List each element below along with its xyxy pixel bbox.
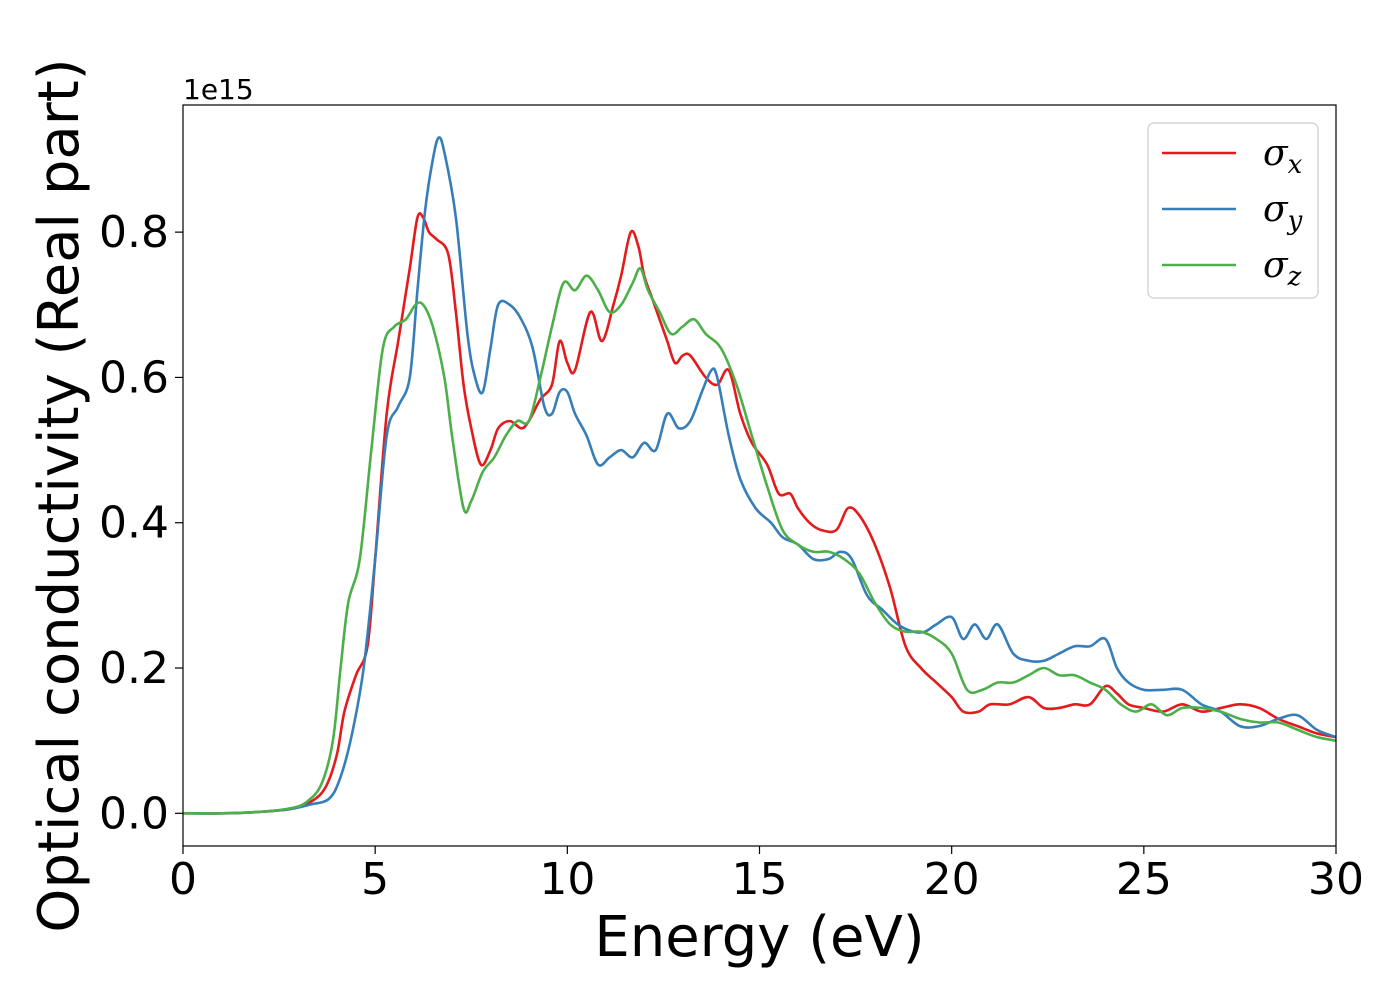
legend: σx σy σz bbox=[1147, 122, 1319, 299]
y-tick-label: 0.6 bbox=[99, 352, 169, 403]
y-axis-ticks: 0.0 0.2 0.4 0.6 0.8 bbox=[99, 207, 183, 839]
x-axis-title: Energy (eV) bbox=[594, 905, 924, 970]
x-tick-label: 0 bbox=[169, 854, 197, 905]
y-tick-label: 0.8 bbox=[99, 207, 169, 258]
legend-box bbox=[1147, 122, 1319, 299]
x-tick-label: 10 bbox=[539, 854, 595, 905]
legend-label: σy bbox=[1263, 189, 1303, 236]
series-line-σy bbox=[182, 136, 1337, 815]
x-tick-label: 30 bbox=[1308, 854, 1364, 905]
series-layer bbox=[182, 136, 1337, 815]
y-tick-label: 0.0 bbox=[99, 788, 169, 839]
x-tick-label: 15 bbox=[732, 854, 788, 905]
x-tick-label: 20 bbox=[924, 854, 980, 905]
series-line-σx bbox=[182, 211, 1337, 815]
y-tick-label: 0.4 bbox=[99, 498, 169, 549]
y-offset-label: 1e15 bbox=[183, 73, 254, 106]
series-line-σz bbox=[182, 267, 1337, 815]
y-tick-label: 0.2 bbox=[99, 643, 169, 694]
y-axis-title: Optical conductivity (Real part) bbox=[27, 58, 92, 932]
x-tick-label: 5 bbox=[361, 854, 389, 905]
x-tick-label: 25 bbox=[1116, 854, 1172, 905]
legend-entries: σx σy σz bbox=[1162, 133, 1303, 292]
x-axis-ticks: 0 5 10 15 20 25 30 bbox=[169, 846, 1364, 905]
legend-label: σx bbox=[1263, 133, 1303, 180]
legend-label: σz bbox=[1263, 245, 1302, 292]
